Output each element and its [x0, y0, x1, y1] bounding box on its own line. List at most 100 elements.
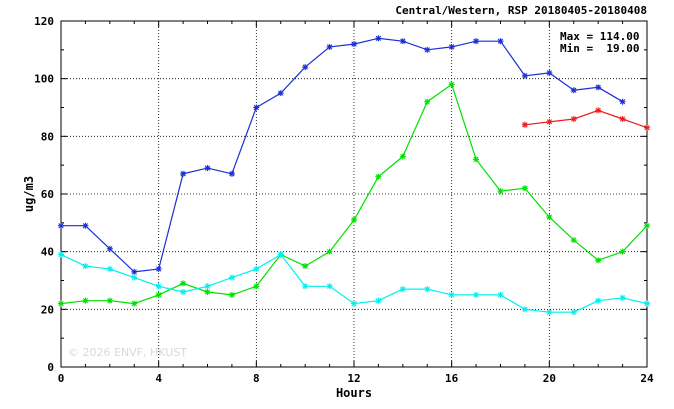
y-tick-label: 40	[41, 246, 54, 259]
data-point-marker	[58, 300, 64, 307]
data-point-marker	[326, 248, 333, 255]
data-point-marker	[131, 274, 138, 281]
x-axis-label: Hours	[336, 386, 372, 400]
data-point-marker	[351, 216, 357, 223]
data-point-marker	[424, 286, 431, 293]
grid-lines	[61, 21, 647, 367]
data-point-marker	[82, 222, 89, 229]
data-point-marker	[448, 81, 455, 88]
data-point-marker	[497, 188, 504, 195]
data-point-marker	[228, 170, 235, 177]
y-tick-label: 60	[41, 188, 54, 201]
x-tick-label: 4	[155, 372, 162, 385]
y-tick-label: 100	[34, 73, 54, 86]
data-point-marker	[644, 124, 650, 131]
data-point-marker	[326, 43, 333, 50]
data-point-marker	[497, 291, 504, 298]
axis-ticks: 0 20 40 60 80 100 120 0 4 8 12 16 20 24	[34, 15, 654, 385]
data-point-marker	[302, 283, 309, 290]
data-point-marker	[302, 64, 309, 71]
data-point-marker	[570, 309, 577, 316]
data-point-marker	[375, 35, 382, 42]
data-point-marker	[644, 222, 650, 229]
data-point-marker	[521, 121, 528, 128]
series-3	[58, 251, 650, 316]
data-point-marker	[277, 90, 284, 97]
data-point-marker	[619, 98, 626, 105]
x-tick-label: 8	[253, 372, 260, 385]
data-point-marker	[106, 297, 113, 304]
data-point-marker	[351, 41, 357, 48]
y-tick-label: 20	[41, 303, 54, 316]
data-point-marker	[106, 245, 113, 252]
data-point-marker	[619, 248, 626, 255]
data-point-marker	[570, 237, 577, 244]
data-point-marker	[521, 185, 528, 192]
data-point-marker	[375, 297, 382, 304]
data-point-marker	[131, 268, 138, 275]
data-point-marker	[473, 38, 480, 45]
data-point-marker	[351, 300, 357, 307]
watermark: © 2026 ENVF, HKUST	[68, 346, 187, 359]
data-point-marker	[253, 265, 260, 272]
y-tick-label: 0	[47, 361, 54, 374]
data-point-marker	[546, 309, 553, 316]
data-point-marker	[448, 43, 455, 50]
data-point-marker	[180, 289, 187, 296]
data-point-marker	[155, 283, 162, 290]
data-point-marker	[155, 265, 162, 272]
data-point-marker	[619, 116, 626, 123]
y-tick-label: 120	[34, 15, 54, 28]
data-point-marker	[155, 291, 162, 298]
data-point-marker	[228, 274, 235, 281]
series-line	[524, 109, 648, 129]
x-tick-label: 20	[543, 372, 556, 385]
data-point-marker	[448, 291, 455, 298]
data-point-marker	[570, 116, 577, 123]
y-axis-label: ug/m3	[22, 176, 36, 212]
data-point-marker	[253, 283, 260, 290]
data-point-marker	[473, 291, 480, 298]
data-point-marker	[58, 251, 64, 258]
x-tick-label: 12	[347, 372, 360, 385]
data-point-marker	[253, 104, 260, 111]
series-line	[61, 37, 623, 273]
data-point-marker	[82, 297, 89, 304]
data-point-marker	[521, 306, 528, 313]
data-point-marker	[570, 87, 577, 94]
data-point-marker	[521, 72, 528, 79]
data-point-marker	[619, 294, 626, 301]
data-point-marker	[204, 283, 211, 290]
data-point-marker	[424, 46, 431, 53]
data-point-marker	[180, 170, 187, 177]
data-point-marker	[399, 38, 406, 45]
data-point-marker	[595, 297, 602, 304]
series-lines	[58, 35, 650, 316]
series-1	[58, 35, 626, 275]
data-point-marker	[546, 214, 553, 221]
data-point-marker	[106, 265, 113, 272]
min-stat-label: Min = 19.00	[560, 42, 639, 55]
data-point-marker	[424, 98, 431, 105]
max-stat-label: Max = 114.00	[560, 30, 639, 43]
data-point-marker	[497, 38, 504, 45]
data-point-marker	[473, 156, 480, 163]
series-4	[521, 107, 650, 131]
data-point-marker	[204, 165, 211, 172]
data-point-marker	[58, 222, 64, 229]
series-2	[58, 81, 650, 307]
data-point-marker	[131, 300, 138, 307]
data-point-marker	[399, 153, 406, 160]
data-point-marker	[326, 283, 333, 290]
x-tick-label: 0	[58, 372, 65, 385]
data-point-marker	[546, 118, 553, 125]
data-point-marker	[546, 69, 553, 76]
data-point-marker	[277, 251, 284, 258]
data-point-marker	[595, 257, 602, 264]
x-tick-label: 16	[445, 372, 459, 385]
y-tick-label: 80	[41, 130, 54, 143]
data-point-marker	[644, 300, 650, 307]
data-point-marker	[82, 263, 89, 270]
data-point-marker	[375, 173, 382, 180]
